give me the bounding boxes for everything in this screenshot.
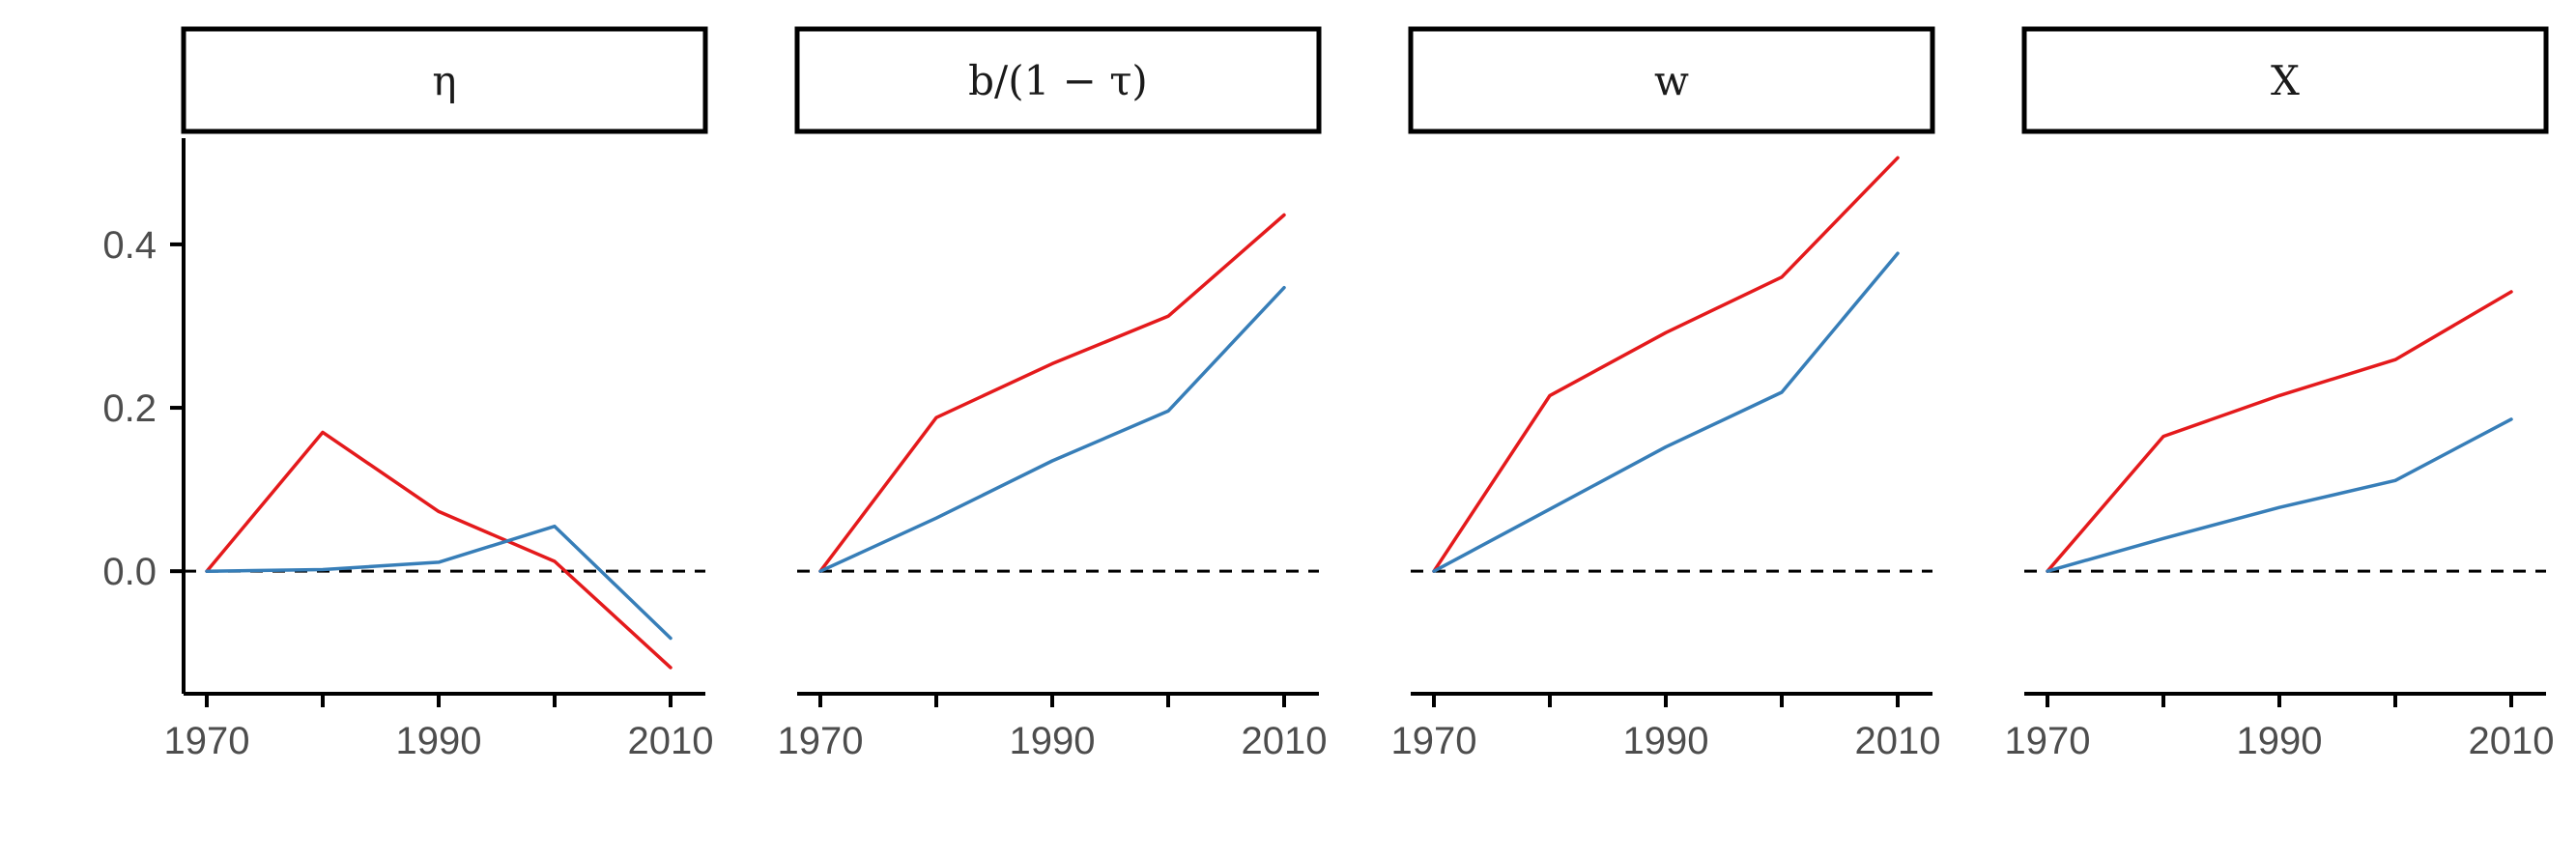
y-tick-label: 0.4	[102, 224, 157, 267]
facet-strip	[181, 26, 708, 134]
series-line-2	[205, 524, 673, 641]
series-line-1	[1432, 156, 1900, 573]
x-tick-label: 1990	[2237, 720, 2323, 762]
x-tick-label: 1970	[1391, 720, 1477, 762]
x-tick-label: 1970	[164, 720, 250, 762]
x-tick-label: 2010	[1242, 720, 1328, 762]
x-tick-label: 1990	[1623, 720, 1709, 762]
facet-strip-label: η	[432, 57, 456, 104]
facet-panel-4: X 1970 1990 2010	[2005, 26, 2555, 762]
y-tick-label: 0.2	[102, 387, 157, 430]
facet-strip	[1408, 26, 1935, 134]
series-line-1	[2046, 290, 2513, 573]
facet-strip	[2021, 26, 2549, 134]
y-tick-label: 0.0	[102, 551, 157, 593]
x-tick-label: 2010	[628, 720, 714, 762]
facet-strip-label: X	[2271, 57, 2300, 104]
series-line-1	[205, 430, 673, 670]
x-tick-label: 1990	[1010, 720, 1096, 762]
series-line-2	[818, 285, 1286, 573]
x-tick-label: 1970	[2005, 720, 2091, 762]
x-tick-label: 1990	[396, 720, 482, 762]
facet-strip-label: b/(1 − τ)	[968, 57, 1148, 104]
series-line-1	[818, 213, 1286, 573]
facet-panel-3: w 1970 1990 2010	[1391, 26, 1941, 762]
facet-panel-2: b/(1 − τ) 1970 1990 2010	[778, 26, 1328, 762]
x-tick-label: 1970	[778, 720, 864, 762]
facet-panel-1: η 1970 1990 2010	[164, 26, 714, 762]
series-line-2	[1432, 251, 1900, 573]
x-tick-label: 2010	[1855, 720, 1941, 762]
series-line-2	[2046, 417, 2513, 573]
facet-strip	[794, 26, 1322, 134]
facet-strip-label: w	[1654, 57, 1689, 104]
x-tick-label: 2010	[2469, 720, 2555, 762]
